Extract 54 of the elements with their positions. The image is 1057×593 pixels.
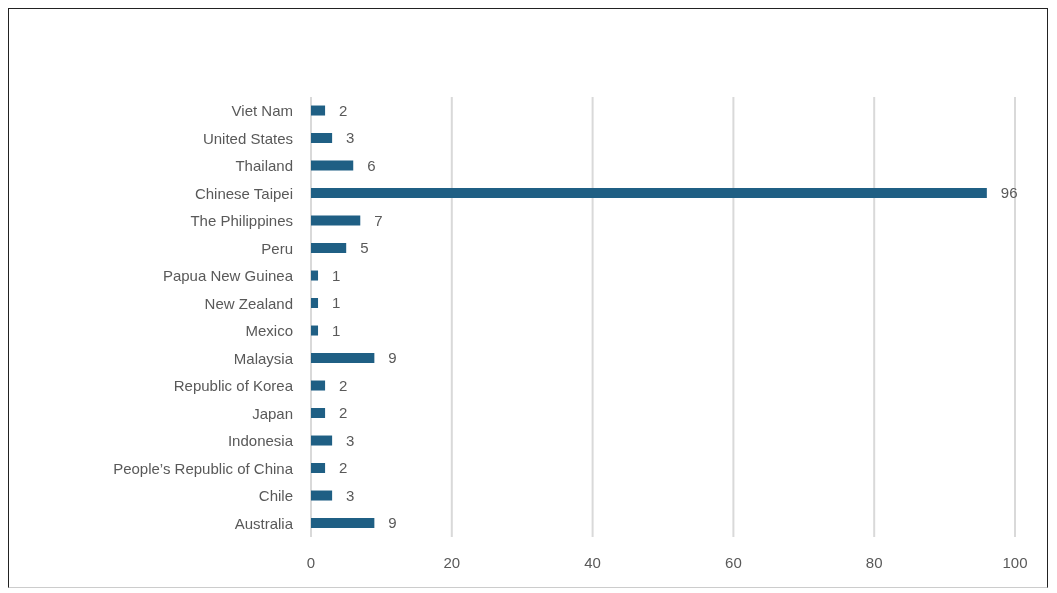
bar [311,380,326,391]
data-label: 96 [1000,184,1018,202]
y-tick-label: The Philippines [190,212,293,230]
x-tick-label: 80 [865,553,883,571]
data-label: 2 [339,459,348,477]
x-tick-label: 60 [725,553,742,571]
bar [311,518,375,529]
y-tick-label: Thailand [235,157,293,175]
y-tick-label: Peru [261,239,293,257]
data-label: 9 [388,514,397,532]
y-tick-label: United States [202,129,293,147]
y-tick-label: Indonesia [227,432,294,450]
data-label: 5 [360,239,369,257]
y-tick-label: Chinese Taipei [194,184,293,202]
bar [311,160,354,171]
bar [311,298,319,309]
bar [311,325,319,336]
y-tick-label: Australia [234,514,294,532]
y-tick-label: Chile [258,487,293,505]
x-tick-label: 20 [443,553,461,571]
data-label: 6 [367,156,376,174]
x-tick-label: 100 [1002,553,1028,571]
y-tick-label: New Zealand [204,294,293,312]
data-label: 2 [339,376,348,394]
bar [311,435,333,446]
data-label: 2 [339,404,348,422]
data-label: 3 [346,486,355,504]
y-tick-label: Viet Nam [231,102,293,120]
data-label: 1 [332,266,341,284]
y-tick-label: Mexico [245,322,293,340]
bar [311,215,361,226]
y-tick-label: Japan [252,404,293,422]
bar [311,408,326,419]
x-tick-label: 0 [306,553,316,571]
bar [311,353,375,364]
y-tick-label: Papua New Guinea [162,267,294,285]
data-label: 3 [346,431,355,449]
data-label: 2 [339,101,348,119]
data-label: 9 [388,349,397,367]
bar [311,270,319,281]
data-label: 1 [332,294,341,312]
y-tick-label: Malaysia [233,349,294,367]
data-label: 7 [374,211,383,229]
bar [311,490,333,501]
bar [311,243,347,254]
bar [311,133,333,144]
bar [311,105,326,116]
bar [311,463,326,474]
data-label: 1 [332,321,341,339]
y-tick-label: People’s Republic of China [113,459,294,477]
y-tick-label: Republic of Korea [173,377,294,395]
data-label: 3 [346,129,355,147]
x-tick-label: 40 [584,553,601,571]
bar [311,188,987,199]
